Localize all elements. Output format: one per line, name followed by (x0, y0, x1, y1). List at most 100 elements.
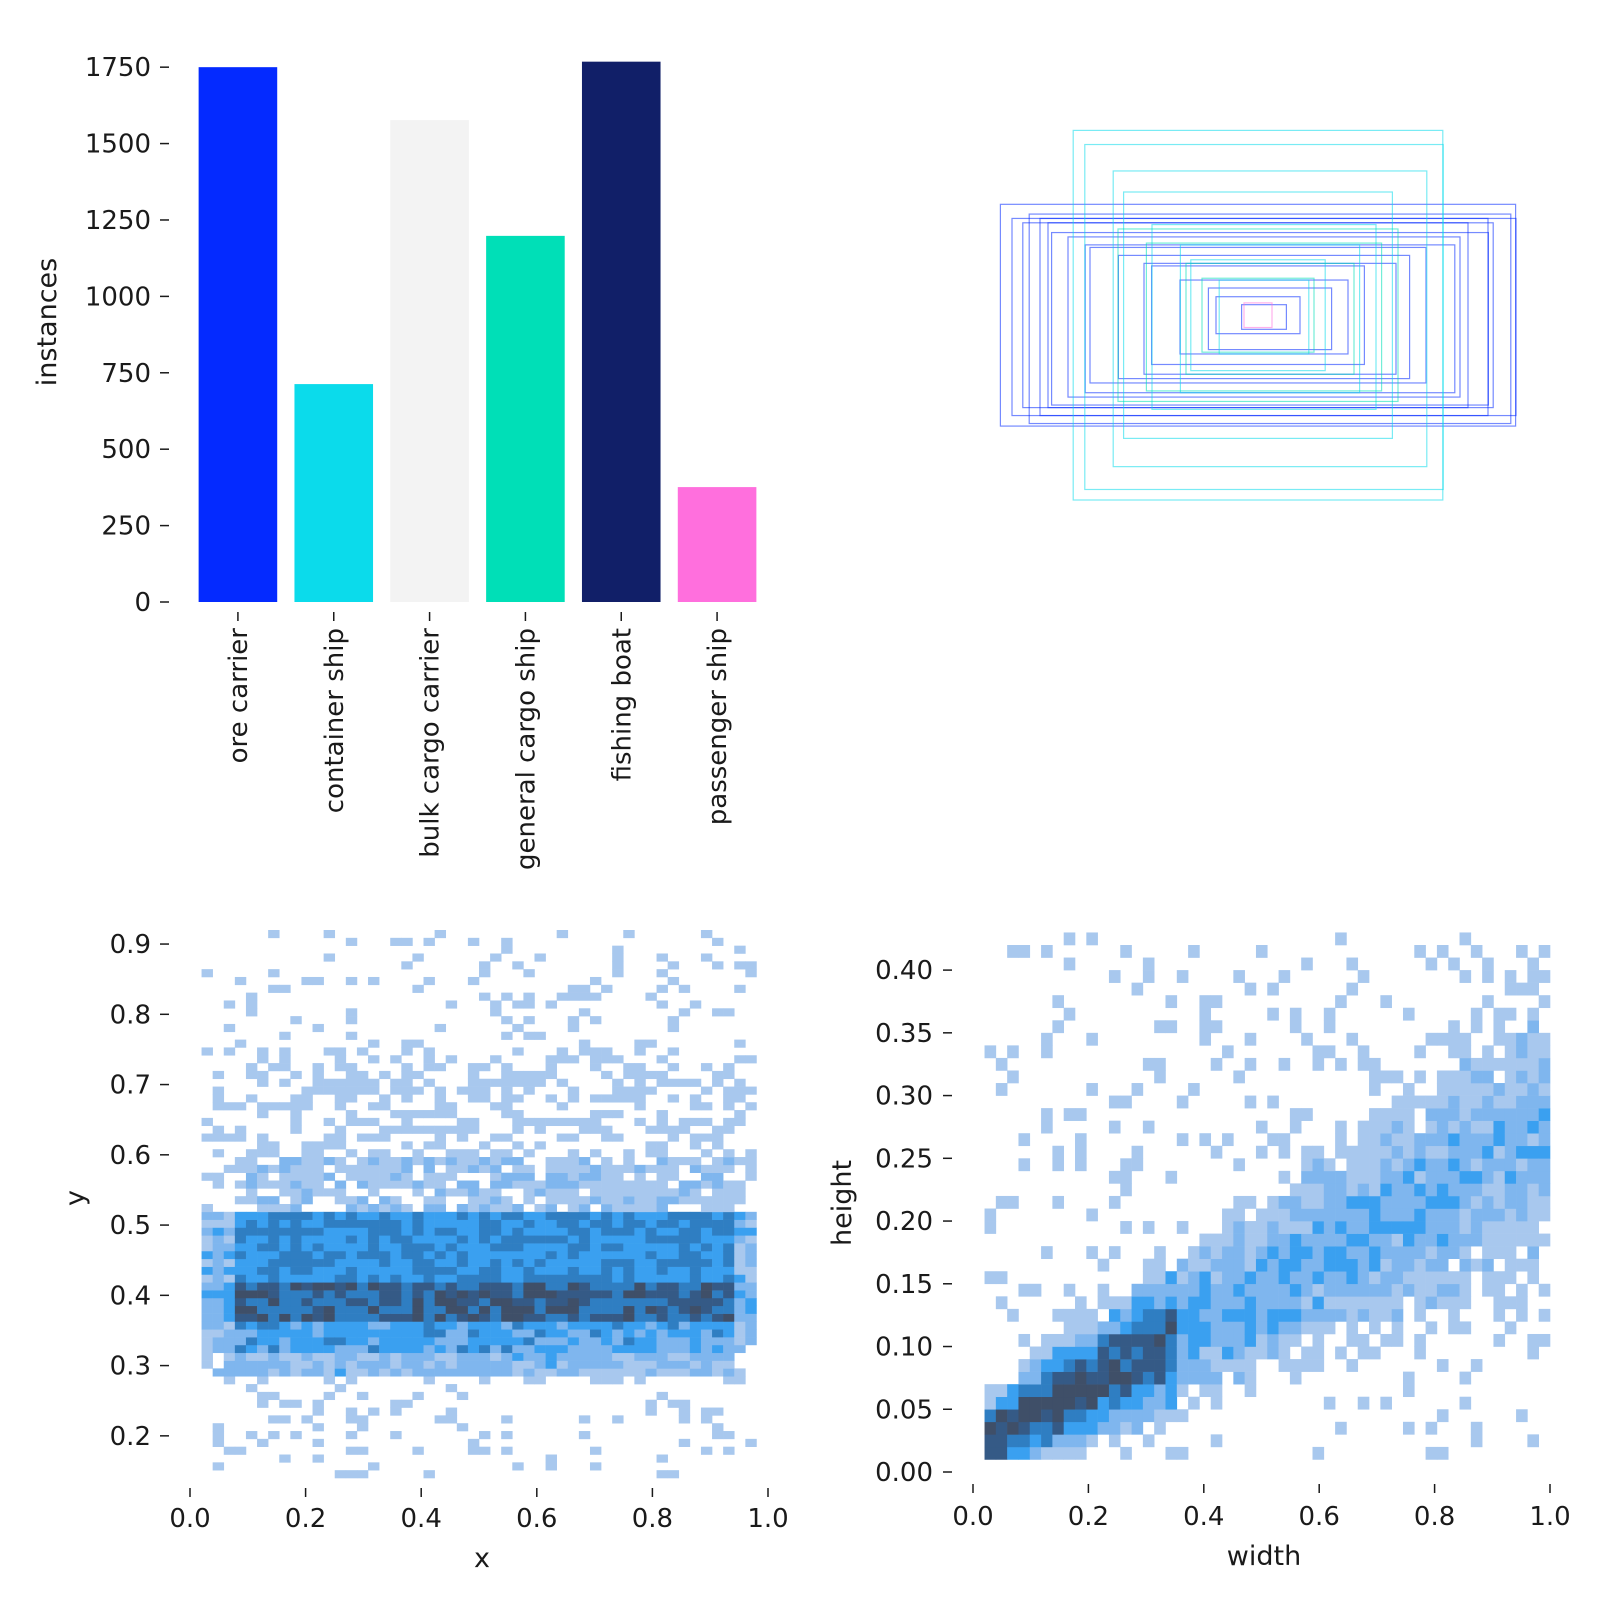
heatmap-cell (290, 1297, 302, 1307)
heatmap-cell (556, 1243, 569, 1252)
heatmap-cell (534, 1227, 546, 1236)
heatmap-cell (412, 1086, 424, 1095)
heatmap-cell (1346, 1208, 1359, 1222)
heatmap-cell (1289, 1183, 1302, 1197)
heatmap-cell (601, 1070, 613, 1080)
heatmap-cell (723, 1196, 735, 1205)
heatmap-cell (1108, 1421, 1121, 1435)
heatmap-cell (301, 1282, 313, 1291)
heatmap-cell (601, 1188, 613, 1197)
heatmap-cell (1369, 1070, 1381, 1084)
heatmap-cell (634, 1266, 646, 1275)
heatmap-cell (1210, 1246, 1223, 1259)
heatmap-cell (1516, 1083, 1528, 1096)
heatmap-cell (678, 1250, 691, 1260)
heatmap-cell (567, 1360, 580, 1369)
heatmap-cell (1380, 1221, 1392, 1234)
heatmap-cell (1414, 1045, 1426, 1059)
heatmap-cell (612, 1352, 624, 1361)
heatmap-cell (423, 1219, 435, 1228)
heatmap-cell (379, 1266, 391, 1275)
heatmap-cell (545, 1258, 557, 1267)
heatmap-cell (301, 1337, 313, 1346)
heatmap-cell (257, 1258, 269, 1267)
heatmap-cell (445, 1368, 458, 1377)
heatmap-cell (689, 1313, 702, 1322)
heatmap-cell (667, 976, 680, 986)
heatmap-cell (379, 1180, 391, 1189)
heatmap-cell (545, 1063, 557, 1072)
heatmap-cell (1063, 1308, 1076, 1322)
heatmap-cell (1516, 982, 1528, 996)
heatmap-cell (645, 1337, 657, 1346)
heatmap-cell (601, 1055, 613, 1064)
heatmap-cell (723, 1305, 735, 1314)
heatmap-cell (1516, 1170, 1528, 1184)
heatmap-cell (401, 1219, 413, 1228)
heatmap-cell (368, 1368, 380, 1377)
heatmap-cell (1504, 1070, 1517, 1084)
heatmap-cell (734, 1329, 746, 1338)
heatmap-cell (1391, 1195, 1404, 1209)
heatmap-cell (290, 1243, 302, 1252)
heatmap-cell (257, 1282, 269, 1291)
heatmap-cell (412, 1157, 424, 1166)
heatmap-cell (1369, 1170, 1381, 1184)
heatmap-cell (390, 1305, 402, 1314)
heatmap-cell (501, 1297, 513, 1307)
heatmap-cell (612, 945, 624, 954)
heatmap-cell (268, 1329, 280, 1338)
heatmap-cell (1188, 1283, 1200, 1297)
heatmap-cell (534, 1305, 546, 1314)
heatmap-cell (501, 937, 513, 946)
heatmap-cell (1312, 1145, 1325, 1159)
heatmap-cell (589, 1063, 602, 1072)
heatmap-cell (279, 1352, 291, 1361)
heatmap-cell (501, 1133, 513, 1142)
heatmap-cell (512, 1125, 524, 1134)
heatmap-cell (1255, 1283, 1268, 1297)
xy-x-tick-label: 0.0 (169, 1504, 210, 1534)
heatmap-cell (745, 1219, 757, 1228)
heatmap-cell (534, 1282, 546, 1291)
heatmap-cell (623, 1297, 635, 1307)
heatmap-cell (712, 1321, 724, 1330)
heatmap-cell (1414, 1308, 1426, 1322)
heatmap-cell (412, 1227, 424, 1236)
heatmap-cell (734, 1078, 746, 1087)
heatmap-cell (1301, 1032, 1313, 1046)
heatmap-cell (379, 1149, 391, 1158)
heatmap-cell (578, 1180, 591, 1189)
heatmap-cell (368, 1055, 380, 1064)
heatmap-cell (1142, 1258, 1155, 1272)
heatmap-cell (234, 1344, 247, 1354)
wh-x-tick-label: 0.6 (1299, 1502, 1340, 1532)
xy-x-tick-label: 0.4 (401, 1504, 442, 1534)
heatmap-cell (279, 1235, 291, 1244)
heatmap-cell (257, 1344, 269, 1354)
heatmap-cell (556, 1227, 569, 1236)
heatmap-cell (334, 1352, 347, 1361)
heatmap-cell (712, 1313, 724, 1322)
heatmap-cell (423, 1329, 435, 1338)
heatmap-cell (1380, 1246, 1392, 1259)
heatmap-cell (1425, 1095, 1438, 1109)
heatmap-cell (279, 984, 291, 993)
heatmap-cell (1516, 1208, 1528, 1222)
heatmap-cell (334, 1227, 347, 1236)
heatmap-cell (601, 1250, 613, 1260)
heatmap-cell (612, 1180, 624, 1189)
heatmap-cell (1108, 1120, 1121, 1134)
heatmap-cell (445, 1297, 458, 1307)
heatmap-cell (279, 1415, 291, 1424)
heatmap-cell (1380, 1283, 1392, 1297)
heatmap-cell (1516, 945, 1528, 958)
heatmap-cell (390, 1274, 402, 1283)
heatmap-cell (423, 1227, 435, 1236)
heatmap-cell (1414, 1258, 1426, 1272)
heatmap-cell (1278, 1145, 1291, 1159)
heatmap-cell (512, 1094, 524, 1103)
heatmap-cell (245, 1274, 258, 1283)
heatmap-cell (423, 1063, 435, 1072)
heatmap-cell (401, 1086, 413, 1095)
